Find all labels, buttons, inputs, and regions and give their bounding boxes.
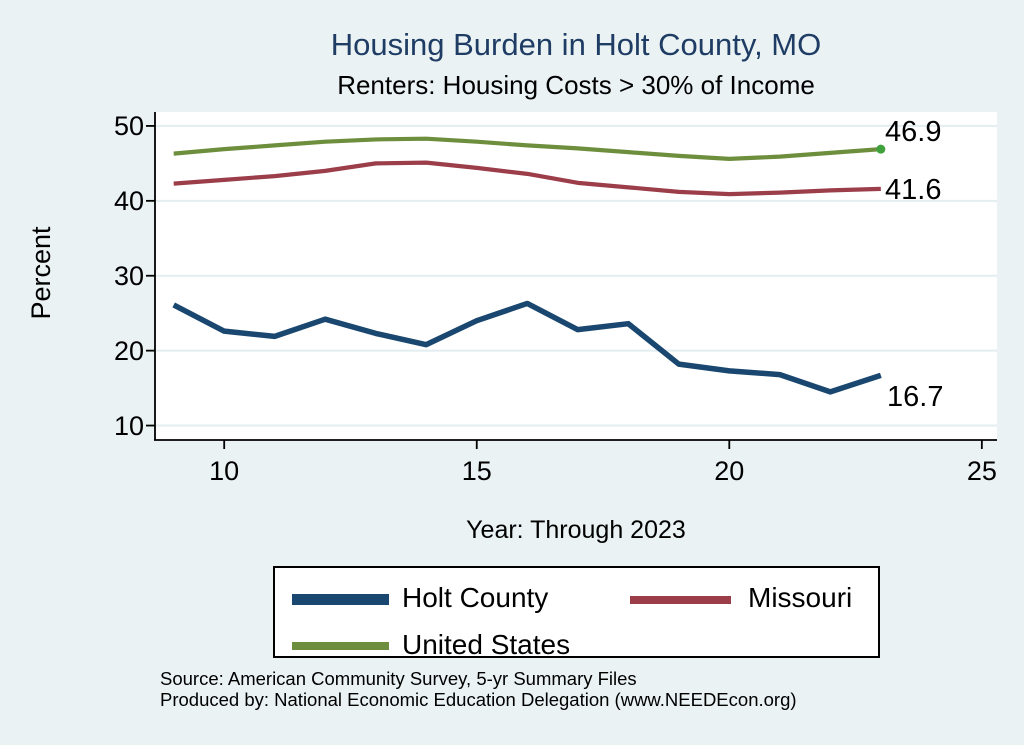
- x-tick-label: 25: [966, 456, 997, 486]
- legend-label-united-states: United States: [402, 629, 571, 660]
- chart-title: Housing Burden in Holt County, MO: [330, 27, 822, 62]
- end-label-missouri: 41.6: [885, 174, 942, 206]
- line-united-states: [173, 136, 881, 161]
- y-tick-label: 30: [113, 260, 144, 291]
- legend-label-missouri: Missouri: [748, 582, 853, 613]
- legend: Holt County Missouri United States: [273, 566, 880, 660]
- y-tick-label: 10: [113, 410, 144, 441]
- produced-by-line: Produced by: National Economic Education…: [160, 689, 797, 710]
- x-tick-label: 10: [209, 456, 240, 486]
- footer-notes: Source: American Community Survey, 5-yr …: [160, 668, 920, 710]
- legend-swatch-united-states: [292, 642, 389, 650]
- line-missouri: [173, 160, 881, 197]
- legend-label-holt-county: Holt County: [402, 582, 549, 613]
- x-axis-title: Year: Through 2023: [466, 516, 686, 544]
- y-tick-label: 20: [113, 335, 144, 366]
- legend-swatch-holt-county: [292, 594, 389, 605]
- x-tick-label: 15: [461, 456, 492, 486]
- line-holt-county: [172, 300, 882, 395]
- united-states-end-marker-dot: [876, 144, 886, 154]
- y-tick-label: 40: [113, 185, 144, 216]
- y-axis-title: Percent: [26, 226, 56, 320]
- end-label-holt-county: 16.7: [887, 381, 944, 413]
- legend-swatch-missouri: [630, 596, 731, 604]
- end-label-united-states: 46.9: [885, 116, 942, 148]
- source-line: Source: American Community Survey, 5-yr …: [160, 668, 637, 689]
- x-tick-label: 20: [714, 456, 745, 486]
- chart-subtitle: Renters: Housing Costs > 30% of Income: [337, 70, 815, 100]
- y-tick-label: 50: [113, 110, 144, 141]
